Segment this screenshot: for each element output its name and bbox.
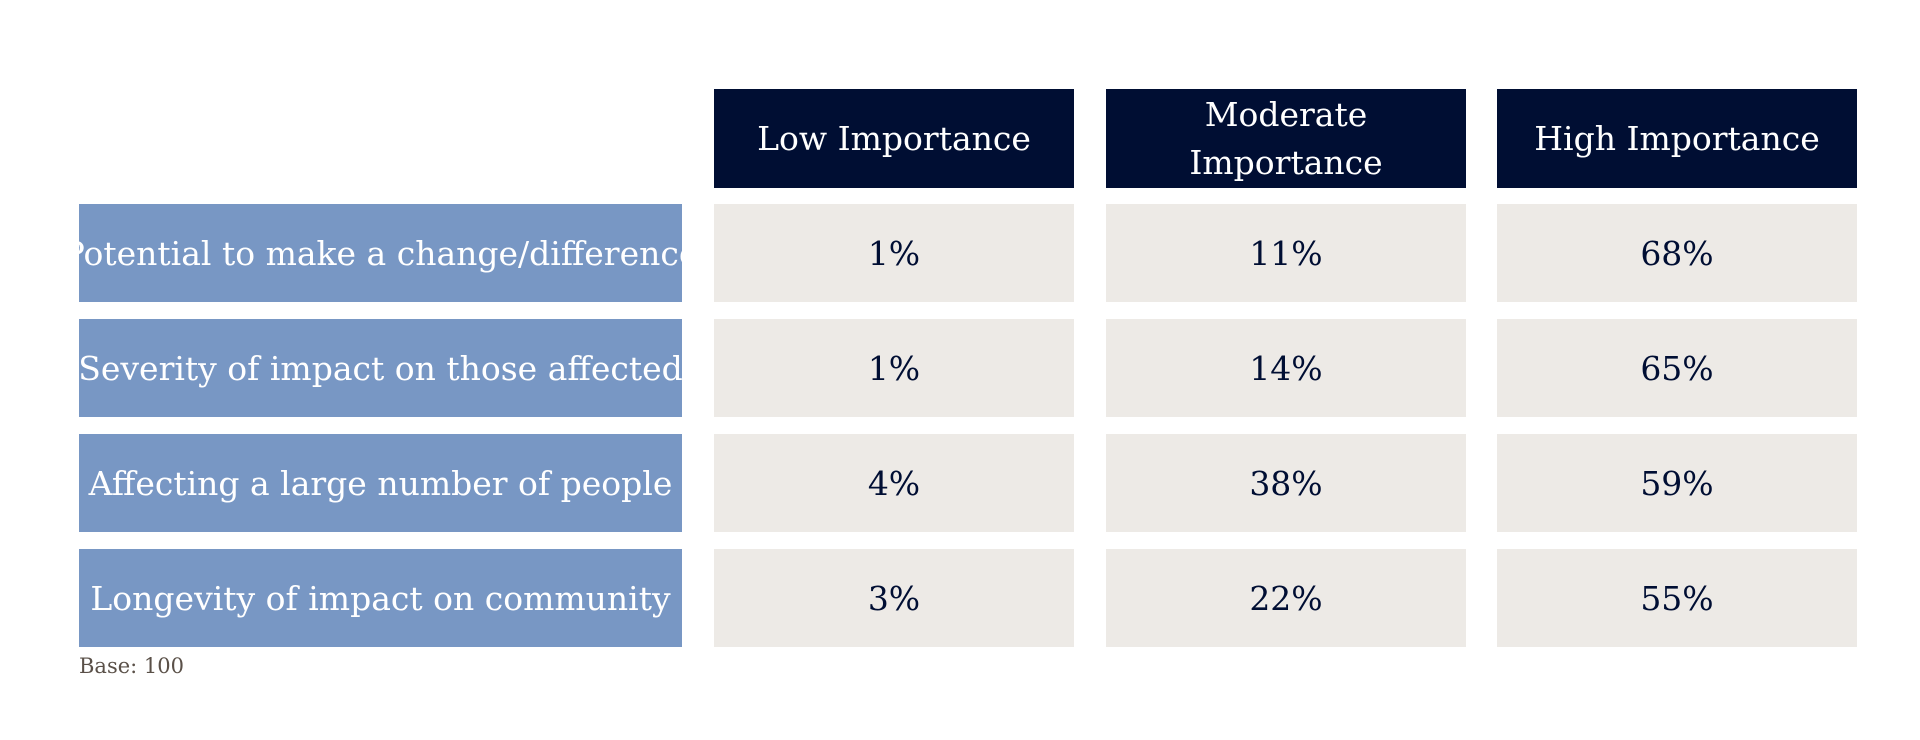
row-label-severity-of-impact-on-those-affected: Severity of impact on those affected <box>78 319 683 417</box>
value-cell-r1-high-importance: 68% <box>1497 204 1857 302</box>
value-cell-r3-low-importance: 4% <box>714 434 1074 532</box>
value-cell-r1-moderate-importance: 11% <box>1106 204 1466 302</box>
column-header-moderate-importance: Moderate Importance <box>1106 89 1466 188</box>
value-cell-r3-moderate-importance: 38% <box>1106 434 1466 532</box>
row-label-longevity-of-impact-on-community: Longevity of impact on community <box>79 549 682 647</box>
row-label-affecting-a-large-number-of-people: Affecting a large number of people <box>79 434 682 532</box>
value-cell-r3-high-importance: 59% <box>1497 434 1857 532</box>
value-cell-r4-low-importance: 3% <box>714 549 1074 647</box>
value-cell-r4-high-importance: 55% <box>1497 549 1857 647</box>
value-cell-r2-moderate-importance: 14% <box>1106 319 1466 417</box>
value-cell-r4-moderate-importance: 22% <box>1106 549 1466 647</box>
column-header-low-importance: Low Importance <box>714 89 1074 188</box>
value-cell-r2-low-importance: 1% <box>714 319 1074 417</box>
column-header-high-importance: High Importance <box>1497 89 1857 188</box>
base-note: Base: 100 <box>79 654 184 678</box>
value-cell-r2-high-importance: 65% <box>1497 319 1857 417</box>
value-cell-r1-low-importance: 1% <box>714 204 1074 302</box>
row-label-potential-to-make-a-change-difference: Potential to make a change/difference <box>63 204 698 302</box>
